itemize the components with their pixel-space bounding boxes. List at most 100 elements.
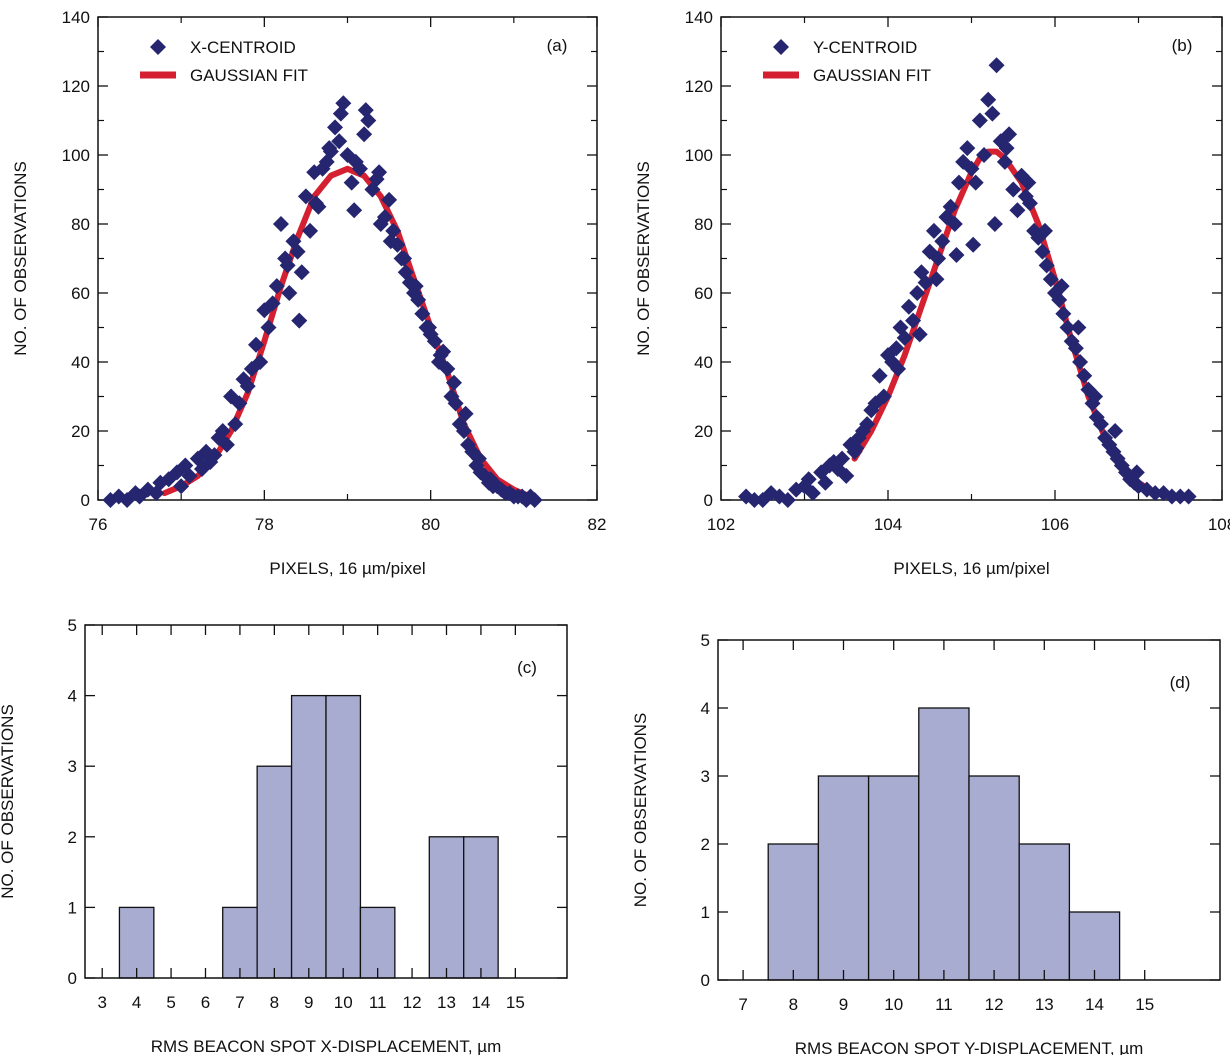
y-tick-label-c-4: 4	[68, 687, 77, 706]
y-tick-label-a-80: 80	[71, 215, 90, 234]
bar-c-8	[256, 765, 293, 979]
y-tick-label-d-2: 2	[701, 835, 710, 854]
data-point-a	[293, 264, 310, 281]
data-point-a	[414, 305, 431, 322]
data-point-b	[1036, 222, 1053, 239]
y-tick-label-d-3: 3	[701, 767, 710, 786]
data-point-b	[859, 416, 876, 433]
data-point-a	[421, 319, 438, 336]
data-point-a	[227, 416, 244, 433]
y-axis-title-d: NO. OF OBSERVATIONS	[631, 713, 650, 908]
data-point-b	[948, 247, 965, 264]
data-point-a	[447, 395, 464, 412]
plot-frame-a	[97, 16, 598, 501]
x-tick-label-d-11: 11	[935, 995, 953, 1014]
data-point-a	[331, 133, 348, 150]
data-point-b	[804, 485, 821, 502]
legend-marker-points-a	[150, 39, 166, 55]
data-point-b	[911, 326, 928, 343]
y-tick-label-b-100: 100	[685, 146, 713, 165]
data-point-a	[181, 467, 198, 484]
data-point-b	[963, 160, 980, 177]
x-tick-label-d-12: 12	[985, 995, 1004, 1014]
bar-d-12	[968, 775, 1020, 981]
x-axis-title-c: RMS BEACON SPOT X-DISPLACEMENT, µm	[151, 1037, 501, 1055]
data-point-a	[426, 333, 443, 350]
bar-d-13	[1018, 843, 1071, 981]
data-point-b	[934, 233, 951, 250]
data-point-a	[356, 126, 373, 143]
data-point-a	[346, 202, 363, 219]
data-point-b	[967, 174, 984, 191]
panel-label-d: (d)	[1170, 673, 1191, 692]
bar-d-11	[918, 707, 970, 981]
data-point-b	[1038, 257, 1055, 274]
y-tick-label-d-1: 1	[701, 903, 710, 922]
x-axis-title-a: PIXELS, 16 µm/pixel	[269, 559, 425, 578]
data-point-b	[928, 271, 945, 288]
plot-frame-b	[720, 16, 1223, 501]
data-point-a	[382, 233, 399, 250]
data-point-b	[971, 112, 988, 129]
data-point-b	[965, 236, 982, 253]
x-tick-label-c-10: 10	[334, 993, 353, 1012]
data-point-a	[218, 436, 235, 453]
data-point-b	[888, 340, 905, 357]
data-point-b	[984, 105, 1001, 122]
data-point-b	[1072, 354, 1089, 370]
x-tick-label-b-108: 108	[1208, 515, 1230, 534]
data-point-b	[986, 216, 1003, 232]
data-point-a	[351, 160, 368, 177]
data-point-b	[825, 454, 842, 471]
x-tick-label-c-9: 9	[304, 993, 313, 1012]
x-tick-label-c-11: 11	[369, 993, 387, 1012]
data-point-a	[432, 347, 449, 364]
y-tick-label-b-120: 120	[685, 77, 713, 96]
y-tick-label-a-60: 60	[71, 284, 90, 303]
data-point-b	[1009, 202, 1026, 219]
x-tick-label-c-8: 8	[270, 993, 279, 1012]
data-point-b	[1020, 174, 1037, 191]
bar-d-9	[817, 775, 870, 981]
data-point-b	[1034, 243, 1051, 260]
y-tick-label-c-3: 3	[68, 757, 77, 776]
data-point-b	[838, 467, 855, 484]
y-tick-label-a-40: 40	[71, 353, 90, 372]
y-tick-label-a-120: 120	[62, 77, 90, 96]
x-tick-label-d-10: 10	[884, 995, 903, 1014]
y-tick-label-b-80: 80	[694, 215, 713, 234]
data-point-a	[455, 423, 472, 439]
data-point-a	[173, 478, 190, 495]
data-point-a	[470, 450, 487, 467]
data-point-b	[980, 91, 997, 108]
data-point-a	[376, 209, 393, 226]
panel-label-c: (c)	[517, 658, 537, 677]
data-point-a	[264, 295, 281, 312]
data-point-b	[1163, 488, 1180, 505]
x-tick-label-c-13: 13	[437, 993, 456, 1012]
data-point-b	[1067, 340, 1084, 357]
bar-c-11	[359, 906, 396, 979]
data-point-a	[202, 454, 219, 471]
data-point-a	[272, 216, 289, 232]
data-point-b	[950, 174, 967, 191]
panel-label-b: (b)	[1172, 36, 1193, 55]
data-point-b	[1055, 305, 1072, 322]
x-tick-label-c-15: 15	[506, 993, 525, 1012]
data-point-b	[779, 492, 796, 508]
x-tick-label-c-6: 6	[201, 993, 210, 1012]
data-point-a	[321, 140, 338, 157]
x-tick-label-a-82: 82	[588, 515, 607, 534]
y-tick-label-d-4: 4	[701, 699, 710, 718]
data-point-b	[925, 222, 942, 239]
x-axis-title-d: RMS BEACON SPOT Y-DISPLACEMENT, µm	[795, 1039, 1144, 1055]
bar-d-8	[767, 843, 820, 981]
data-point-a	[332, 105, 349, 122]
data-point-b	[1092, 416, 1109, 433]
data-point-b	[1042, 271, 1059, 288]
x-tick-label-c-5: 5	[166, 993, 175, 1012]
bar-d-10	[867, 775, 920, 981]
